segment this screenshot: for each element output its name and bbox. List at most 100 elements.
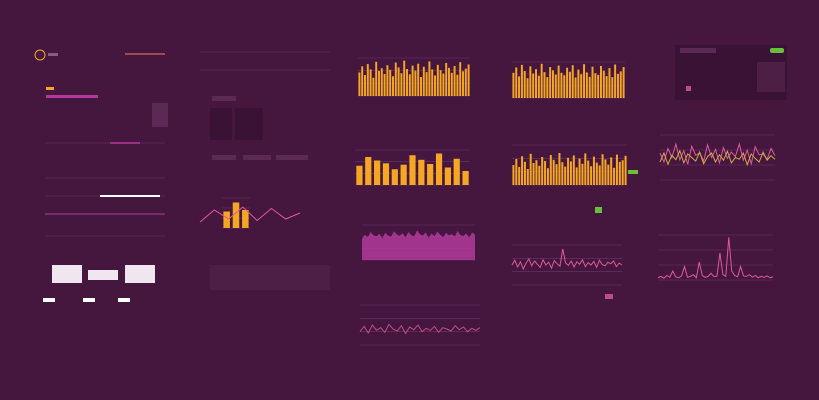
bar <box>549 155 552 185</box>
bar <box>417 63 420 96</box>
bar <box>549 67 552 98</box>
bar <box>572 155 575 185</box>
menu[interactable] <box>152 103 168 127</box>
button[interactable] <box>118 298 130 302</box>
bar <box>537 75 540 98</box>
line <box>659 149 776 167</box>
bar <box>408 74 411 96</box>
bar <box>529 66 532 98</box>
badge <box>595 207 602 213</box>
bar <box>619 71 622 98</box>
bar <box>569 161 572 185</box>
bar <box>425 72 428 96</box>
bar <box>523 161 526 185</box>
bar <box>566 67 569 98</box>
bar <box>520 64 523 98</box>
bar <box>575 167 578 185</box>
bar <box>383 73 386 96</box>
bar <box>523 71 526 98</box>
bar <box>613 167 616 185</box>
bar <box>558 153 561 185</box>
bar <box>601 154 604 185</box>
bar <box>529 153 532 185</box>
bar <box>459 62 462 96</box>
bar <box>389 69 392 96</box>
pill[interactable] <box>276 155 308 160</box>
bar <box>535 69 538 98</box>
apply-button[interactable] <box>770 48 784 53</box>
bar <box>436 64 439 96</box>
tooltip <box>88 270 118 280</box>
bar <box>581 163 584 185</box>
bar <box>622 67 625 98</box>
bar <box>378 70 380 96</box>
bar <box>445 62 448 96</box>
bar <box>621 160 624 185</box>
bar <box>414 70 417 96</box>
selected-day[interactable] <box>686 86 691 91</box>
bar <box>518 76 521 98</box>
bar <box>546 77 549 98</box>
bar <box>386 65 389 96</box>
button[interactable] <box>43 298 55 302</box>
bar <box>563 75 566 98</box>
bar <box>223 211 230 228</box>
bar <box>439 70 442 96</box>
bar <box>568 71 571 98</box>
dropdown-menu <box>210 108 232 140</box>
bar <box>369 69 372 96</box>
bar <box>608 68 611 98</box>
bar <box>592 156 595 185</box>
bar <box>515 159 518 185</box>
bar <box>554 74 557 98</box>
bar <box>409 155 416 185</box>
bar <box>453 65 456 96</box>
bar <box>564 166 567 185</box>
bar <box>561 162 564 185</box>
bar <box>578 158 581 185</box>
bar <box>366 64 369 96</box>
button[interactable] <box>83 298 95 302</box>
bar <box>535 160 538 185</box>
bar <box>552 159 555 185</box>
bar <box>450 72 453 96</box>
bar <box>431 69 434 96</box>
bar <box>372 77 375 96</box>
bar <box>394 62 397 96</box>
bar <box>467 64 470 96</box>
sliders <box>45 142 165 237</box>
bar <box>580 74 583 98</box>
pill[interactable] <box>243 155 271 160</box>
pill[interactable] <box>212 155 236 160</box>
bar <box>364 75 366 96</box>
dropdown[interactable] <box>212 96 236 101</box>
bar <box>597 74 600 98</box>
bar <box>610 157 613 185</box>
bar <box>571 65 574 98</box>
date-input[interactable] <box>680 48 716 53</box>
bar <box>551 70 554 98</box>
text-block <box>210 265 330 290</box>
bar <box>567 157 570 185</box>
bar <box>453 158 460 185</box>
bar <box>435 153 443 185</box>
bar <box>391 169 398 185</box>
bar <box>546 168 549 185</box>
bar <box>406 69 408 96</box>
line <box>659 142 776 166</box>
bar <box>585 72 588 98</box>
bar <box>356 165 363 185</box>
bar <box>464 68 467 96</box>
bar <box>462 71 464 96</box>
bar <box>587 160 590 185</box>
bar <box>442 73 445 96</box>
line <box>511 248 623 271</box>
bar <box>604 159 607 185</box>
tooltip <box>52 265 82 283</box>
bar <box>557 65 560 98</box>
bar <box>422 66 425 96</box>
bar <box>574 77 577 98</box>
bar <box>540 63 543 98</box>
badge <box>628 170 638 174</box>
bar <box>599 65 602 98</box>
